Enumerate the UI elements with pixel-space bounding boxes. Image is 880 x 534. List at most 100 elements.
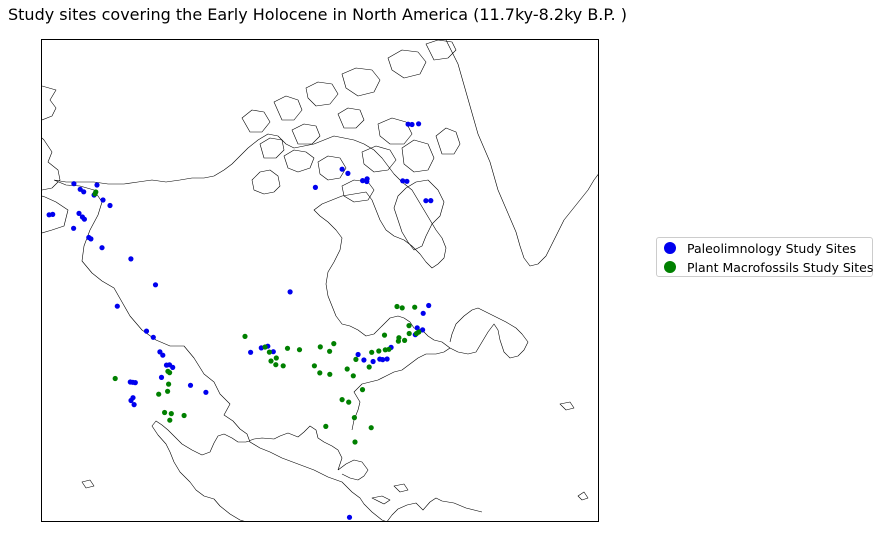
plant-macrofossil-site-marker — [368, 425, 374, 431]
legend-label-plant-macrofossils: Plant Macrofossils Study Sites — [687, 259, 874, 275]
paleolimnology-site-marker — [100, 197, 106, 203]
paleolimnology-site-marker — [405, 121, 411, 127]
plant-macrofossil-site-marker — [273, 362, 279, 368]
plant-macrofossil-site-marker — [317, 344, 323, 350]
plant-macrofossil-site-marker — [165, 388, 171, 394]
plant-macrofossil-site-marker — [327, 348, 333, 354]
paleolimnology-site-marker — [81, 216, 87, 222]
plant-macrofossil-site-marker — [327, 371, 333, 377]
plant-macrofossil-site-marker — [352, 439, 358, 445]
coastlines — [42, 40, 598, 521]
paleolimnology-site-marker — [158, 374, 165, 380]
paleolimnology-site-marker — [131, 402, 137, 408]
paleolimnology-sites — [46, 121, 434, 520]
plant-macrofossil-site-marker — [167, 370, 173, 376]
plant-macrofossil-site-marker — [344, 366, 350, 372]
paleolimnology-site-marker — [88, 236, 94, 242]
plant-macrofossil-sites — [92, 189, 422, 445]
plant-macrofossil-site-marker — [162, 409, 168, 416]
paleolimnology-site-marker — [370, 358, 376, 365]
plant-macrofossil-site-marker — [181, 412, 187, 419]
plant-macrofossil-site-marker — [168, 411, 174, 417]
paleolimnology-site-marker — [360, 178, 366, 184]
paleolimnology-site-marker — [50, 211, 56, 217]
paleolimnology-site-marker — [420, 327, 426, 333]
legend-label-paleolimnology: Paleolimnology Study Sites — [687, 240, 857, 256]
plant-macrofossil-site-marker — [381, 332, 388, 338]
paleolimnology-site-marker — [71, 225, 77, 231]
plant-macrofossil-site-marker — [311, 363, 317, 369]
paleolimnology-site-marker — [132, 380, 138, 386]
paleolimnology-site-marker — [345, 170, 351, 176]
legend: Paleolimnology Study Sites Plant Macrofo… — [656, 237, 873, 277]
plant-macrofossil-site-marker — [350, 373, 356, 379]
paleolimnology-site-marker — [400, 178, 406, 184]
paleolimnology-site-marker — [423, 198, 429, 204]
paleolimnology-site-marker — [160, 352, 166, 358]
plant-macrofossil-site-marker — [242, 333, 248, 339]
plant-macrofossil-site-marker — [262, 344, 268, 350]
paleolimnology-site-marker — [152, 282, 159, 288]
map-title: Study sites covering the Early Holocene … — [8, 5, 627, 24]
plant-macrofossil-site-marker — [353, 356, 359, 362]
paleolimnology-site-marker — [428, 198, 434, 204]
plant-macrofossil-site-marker — [296, 347, 303, 353]
map-canvas — [42, 40, 598, 521]
plant-macrofossil-site-marker — [317, 370, 323, 376]
plant-macrofossil-site-marker — [339, 397, 345, 403]
north-america-coastline — [42, 85, 529, 521]
paleolimnology-site-marker — [414, 325, 420, 331]
plant-macrofossil-site-marker — [399, 305, 405, 311]
paleolimnology-site-marker — [409, 121, 415, 128]
paleolimnology-site-marker — [248, 349, 254, 355]
plant-macrofossil-site-marker — [396, 335, 402, 341]
paleolimnology-site-marker — [426, 302, 432, 309]
plant-macrofossil-site-marker — [331, 341, 337, 347]
plant-macrofossil-site-marker — [268, 358, 274, 364]
plant-macrofossil-site-marker — [273, 355, 279, 361]
gulf-islands-coastline — [81, 401, 589, 505]
paleolimnology-site-marker — [380, 357, 386, 363]
paleolimnology-site-marker — [312, 184, 318, 190]
paleolimnology-site-marker — [94, 182, 100, 188]
plant-macrofossil-site-marker — [166, 381, 172, 387]
paleolimnology-site-marker — [76, 210, 82, 216]
paleolimnology-site-marker — [420, 310, 426, 316]
paleolimnology-site-marker — [364, 178, 370, 185]
plant-macrofossil-site-marker — [406, 330, 412, 337]
paleolimnology-site-marker — [114, 303, 120, 309]
plant-macrofossil-site-marker — [351, 415, 357, 421]
map-frame — [41, 39, 599, 522]
plant-macrofossil-site-marker — [369, 349, 375, 355]
paleolimnology-site-marker — [287, 289, 293, 295]
paleolimnology-site-marker — [128, 397, 134, 404]
paleolimnology-site-marker — [404, 178, 410, 184]
paleolimnology-site-marker — [361, 357, 367, 363]
plant-macrofossil-site-marker — [406, 323, 412, 329]
paleolimnology-site-marker — [128, 256, 134, 262]
paleolimnology-site-marker — [71, 181, 77, 187]
arctic-islands-coastline — [241, 40, 461, 251]
plant-macrofossil-site-marker — [156, 391, 162, 397]
paleolimnology-site-marker — [107, 202, 113, 209]
plant-macrofossil-site-marker — [386, 346, 392, 352]
plant-macrofossil-site-marker — [112, 375, 118, 382]
plant-macrofossil-site-marker — [92, 191, 98, 197]
plant-macrofossil-site-marker — [346, 399, 352, 405]
legend-item-paleolimnology: Paleolimnology Study Sites — [664, 239, 856, 257]
plant-macrofossil-site-marker — [366, 364, 372, 370]
plant-macrofossil-site-marker — [359, 387, 366, 393]
paleolimnology-site-marker — [355, 351, 361, 358]
paleolimnology-site-marker — [150, 334, 156, 340]
paleolimnology-site-marker — [143, 328, 150, 334]
paleolimnology-site-marker — [81, 189, 87, 195]
plant-macrofossil-site-marker — [266, 349, 272, 355]
plant-macrofossil-site-marker — [280, 363, 286, 369]
paleolimnology-site-marker — [170, 364, 176, 370]
paleolimnology-site-marker — [187, 382, 194, 388]
paleolimnology-site-marker — [384, 356, 390, 362]
plant-macrofossil-site-marker — [376, 348, 382, 354]
greenland-coastline — [445, 40, 598, 267]
legend-item-plant-macrofossils: Plant Macrofossils Study Sites — [664, 258, 873, 276]
paleolimnology-site-marker — [416, 121, 422, 127]
